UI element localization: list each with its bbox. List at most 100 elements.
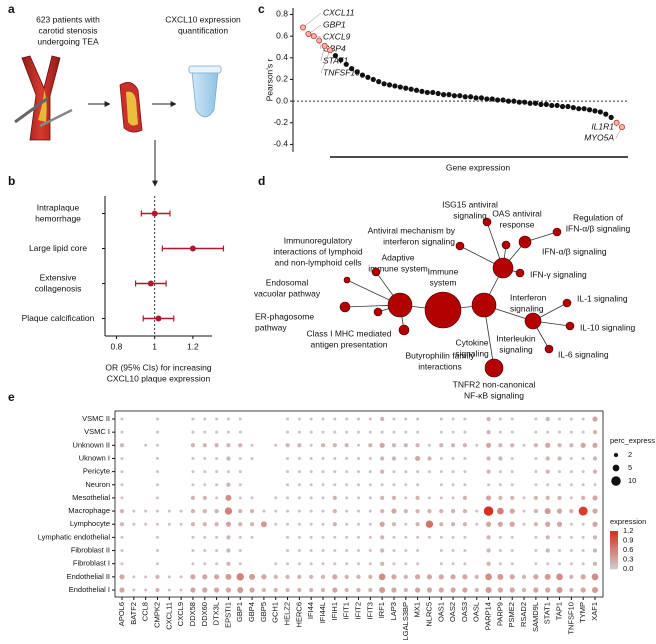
dot — [427, 496, 431, 500]
dot — [321, 470, 325, 474]
dot — [545, 535, 550, 540]
dot — [451, 496, 455, 500]
network-node — [339, 301, 351, 313]
network-node — [565, 321, 575, 331]
dot — [498, 535, 502, 539]
dot — [236, 573, 244, 581]
network-node — [501, 240, 511, 250]
dot — [581, 430, 585, 434]
dot — [427, 456, 432, 461]
dot — [285, 443, 290, 448]
node-label: signaling — [455, 348, 489, 358]
dot — [557, 495, 562, 501]
dot — [403, 587, 408, 593]
dot — [483, 506, 494, 516]
dot — [427, 443, 431, 447]
dot — [522, 522, 526, 526]
dot — [592, 469, 598, 474]
dot — [215, 549, 219, 553]
dot — [332, 443, 337, 448]
gene-label: CCL8 — [141, 602, 150, 621]
dot — [167, 522, 171, 526]
node-label: ER-phagosome — [255, 311, 314, 321]
dot — [392, 430, 396, 434]
dot — [368, 430, 372, 434]
dot — [569, 549, 573, 553]
point — [570, 105, 576, 111]
dot — [274, 522, 278, 526]
network-node — [492, 257, 514, 279]
point — [457, 93, 463, 99]
row-label: hemorrhage — [35, 213, 81, 223]
dot — [404, 417, 408, 421]
dot — [521, 587, 527, 593]
row-label: collagenosis — [35, 283, 82, 293]
dot — [202, 495, 207, 501]
dot — [544, 573, 551, 580]
dot — [391, 574, 397, 580]
dot — [522, 443, 526, 447]
dot — [357, 443, 360, 447]
dot — [557, 456, 562, 461]
point — [155, 315, 162, 322]
dot — [238, 535, 242, 539]
dot — [285, 574, 290, 579]
network-node — [343, 276, 351, 284]
gene-label: PARP9 — [495, 602, 504, 626]
point — [403, 85, 409, 91]
dot — [226, 535, 231, 540]
dot — [203, 456, 207, 460]
dot — [119, 508, 125, 514]
dot — [238, 470, 242, 474]
network-node — [524, 312, 542, 330]
dot — [509, 508, 515, 514]
point — [354, 69, 360, 75]
dot — [592, 521, 598, 527]
dot — [415, 508, 420, 514]
dot — [404, 562, 408, 566]
dot — [357, 535, 360, 539]
point — [586, 107, 593, 113]
point — [381, 81, 387, 87]
dot — [238, 508, 243, 514]
dot — [191, 483, 195, 487]
dot — [179, 588, 183, 592]
dot — [534, 470, 538, 474]
dot — [510, 430, 514, 434]
dot — [225, 587, 232, 593]
dot — [179, 522, 183, 526]
dot — [332, 508, 337, 514]
dot — [569, 456, 573, 460]
dot — [120, 470, 124, 474]
colorbar-step — [610, 531, 618, 534]
gene-label: PARP14 — [484, 602, 493, 630]
dot — [202, 587, 208, 593]
dot — [249, 522, 255, 527]
point — [321, 42, 328, 49]
dot — [475, 509, 479, 513]
dot — [202, 522, 207, 527]
dot — [439, 508, 444, 514]
dot — [510, 443, 515, 448]
dot — [320, 443, 326, 448]
dot — [556, 587, 563, 593]
dot — [297, 470, 301, 474]
dot — [309, 587, 314, 593]
point — [489, 96, 495, 102]
point — [349, 66, 355, 72]
dot — [380, 416, 385, 422]
network-node — [371, 267, 381, 277]
dot — [345, 430, 349, 434]
dot — [309, 574, 314, 579]
dot — [392, 549, 396, 553]
dot — [463, 483, 467, 487]
gene-label: STAT1 — [543, 602, 552, 624]
dot — [416, 483, 420, 487]
dot — [345, 522, 349, 526]
dot — [309, 496, 313, 500]
dot — [203, 470, 207, 474]
gene-label: XAF1 — [590, 602, 599, 621]
dot — [569, 562, 573, 566]
dot — [404, 522, 408, 526]
colorbar-step — [610, 551, 618, 555]
